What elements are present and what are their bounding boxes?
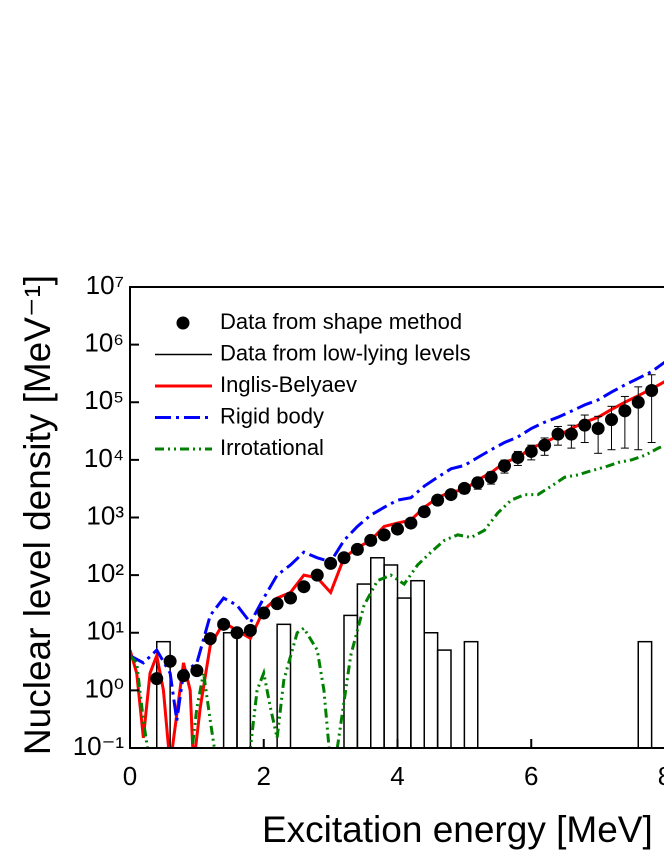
line-dashdotdot	[130, 443, 664, 748]
y-tick-label: 10⁻¹	[73, 731, 125, 761]
data-point	[471, 476, 485, 490]
data-point	[605, 413, 618, 427]
histogram-bar	[356, 583, 372, 748]
legend-label: Irrotational	[220, 435, 324, 460]
histogram-bar	[236, 632, 252, 748]
histogram-bar	[396, 597, 412, 748]
data-point	[337, 551, 351, 565]
data-point	[270, 597, 284, 611]
data-point	[524, 444, 538, 458]
data-point	[431, 493, 445, 507]
data-point	[538, 438, 552, 452]
y-tick-label: 10⁴	[84, 443, 124, 473]
y-tick-label: 10⁰	[85, 673, 124, 703]
legend-label: Inglis-Belyaev	[220, 372, 357, 397]
y-tick-label: 10⁷	[86, 270, 124, 300]
y-tick-label: 10³	[86, 500, 124, 530]
x-tick-label: 2	[257, 761, 271, 791]
data-point	[377, 528, 391, 542]
data-point	[257, 606, 271, 620]
data-point	[350, 542, 364, 556]
legend-marker	[176, 316, 190, 330]
data-point	[578, 418, 592, 432]
y-tick-label: 10²	[86, 558, 124, 588]
legend-label: Data from shape method	[220, 309, 462, 334]
data-point	[230, 626, 244, 640]
data-point	[324, 556, 338, 570]
plot-area	[130, 360, 664, 748]
histogram-bar	[436, 649, 452, 748]
data-point	[444, 488, 458, 502]
x-tick-label: 4	[390, 761, 404, 791]
data-point	[190, 664, 204, 678]
data-point	[484, 470, 498, 484]
histogram-bar	[423, 632, 439, 748]
data-point	[217, 617, 231, 631]
line-dashdot	[130, 360, 664, 721]
histogram-bar	[463, 640, 479, 748]
data-point	[404, 516, 418, 530]
data-point	[551, 427, 565, 441]
data-point	[498, 459, 511, 473]
data-point	[391, 522, 404, 536]
data-point	[284, 591, 297, 605]
data-point	[203, 632, 217, 646]
y-tick-label: 10⁶	[84, 328, 124, 358]
data-point	[163, 654, 177, 668]
histogram-bar	[370, 557, 385, 748]
x-tick-label: 0	[123, 761, 137, 791]
data-point	[243, 623, 257, 637]
data-point	[591, 422, 605, 436]
data-point	[618, 404, 632, 418]
data-point	[457, 481, 471, 495]
data-point	[564, 427, 578, 441]
data-point	[310, 568, 324, 582]
x-tick-label: 8	[658, 761, 664, 791]
data-point	[417, 505, 431, 519]
data-point	[297, 580, 311, 594]
data-point	[645, 383, 659, 397]
x-tick-label: 6	[524, 761, 538, 791]
data-point	[631, 395, 645, 409]
histogram-bar	[222, 632, 238, 748]
y-axis-title: Nuclear level density [MeV⁻¹]	[17, 275, 58, 755]
data-point	[150, 672, 164, 686]
histogram-bar	[637, 640, 653, 748]
y-tick-label: 10⁵	[84, 385, 124, 415]
data-point	[364, 533, 378, 547]
legend-label: Rigid body	[220, 403, 324, 428]
y-tick-label: 10¹	[86, 616, 124, 646]
histogram-bar	[383, 564, 399, 748]
x-axis-title: Excitation energy [MeV]	[262, 809, 653, 850]
data-point	[177, 669, 190, 683]
histogram-bar	[410, 579, 425, 748]
legend-label: Data from low-lying levels	[220, 340, 471, 365]
data-point	[511, 450, 525, 464]
